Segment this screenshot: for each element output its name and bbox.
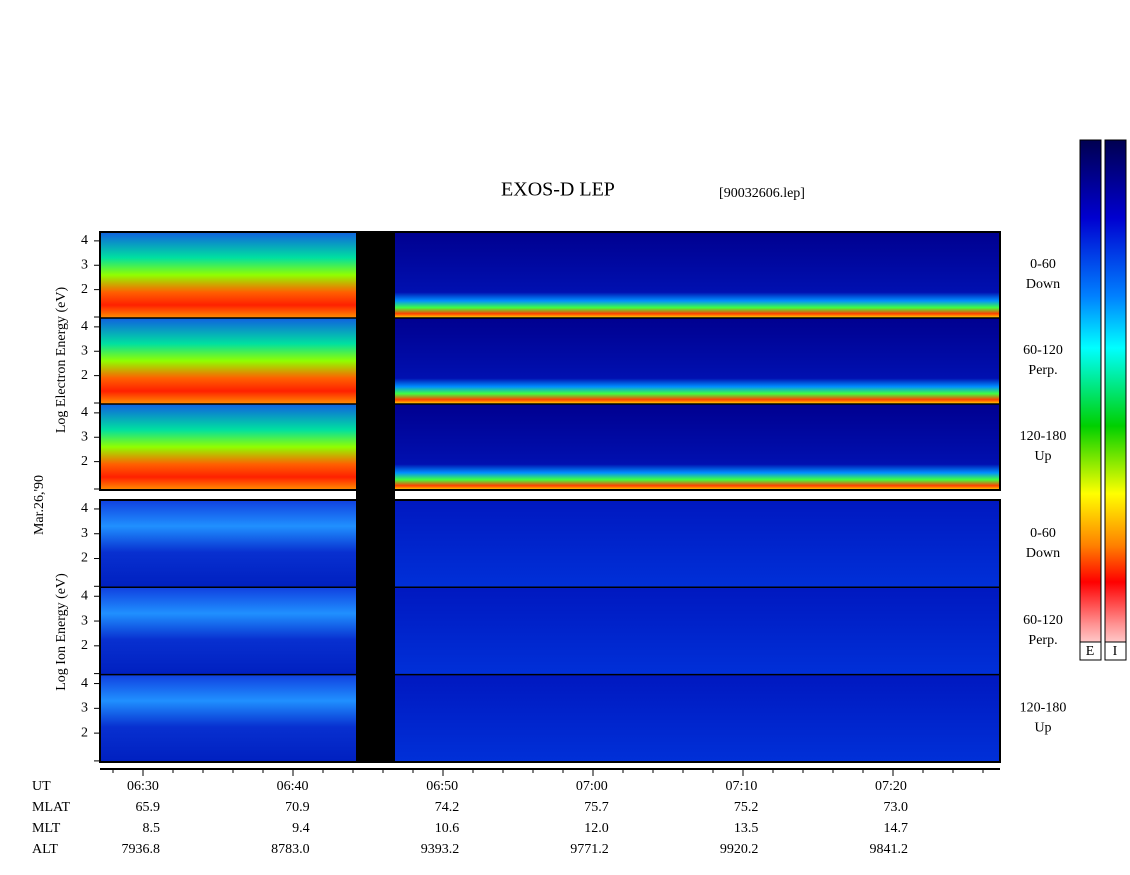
time-label: 06:40	[277, 779, 309, 794]
panel-electron	[395, 318, 1000, 404]
orbit-value: 9771.2	[570, 842, 609, 857]
y-tick-label: 4	[81, 319, 88, 334]
orbit-value: 7936.8	[122, 842, 161, 857]
time-label: 06:30	[127, 779, 159, 794]
time-label: 07:20	[875, 779, 907, 794]
panel-direction: Up	[1034, 720, 1051, 735]
time-label: 07:10	[725, 779, 757, 794]
panel-angle: 0-60	[1030, 526, 1056, 541]
row-name: MLT	[32, 821, 61, 836]
y-tick-label: 2	[81, 725, 88, 740]
title: EXOS-D LEP	[501, 179, 615, 201]
panel-electron	[100, 318, 356, 404]
orbit-value: 75.7	[584, 800, 609, 815]
y-tick-label: 3	[81, 613, 88, 628]
data-gap	[356, 232, 395, 762]
orbit-value: 9.4	[292, 821, 310, 836]
colorbar-label-box	[1079, 641, 1102, 661]
panel-direction: Perp.	[1028, 363, 1057, 378]
row-name: UT	[32, 779, 51, 794]
panel-angle: 0-60	[1030, 257, 1056, 272]
orbit-value: 10.6	[435, 821, 460, 836]
row-name: ALT	[32, 842, 58, 857]
panel-angle: 120-180	[1020, 700, 1067, 715]
y-tick-label: 4	[81, 405, 88, 420]
colorbar-label-box	[1104, 641, 1127, 661]
y-tick-label: 4	[81, 676, 88, 691]
time-label: 07:00	[576, 779, 608, 794]
ion-ylabel: Log Ion Energy (eV)	[54, 573, 69, 691]
panel-electron	[395, 404, 1000, 490]
panel-ion	[395, 674, 1000, 762]
y-tick-label: 2	[81, 454, 88, 469]
panel-direction: Down	[1026, 546, 1060, 561]
colorbar-label: E	[1086, 644, 1095, 659]
y-tick-label: 2	[81, 368, 88, 383]
y-tick-label: 4	[81, 233, 88, 248]
colorbar-label: I	[1113, 644, 1118, 659]
orbit-value: 9841.2	[870, 842, 909, 857]
panel-ion	[100, 500, 356, 588]
y-tick-label: 3	[81, 343, 88, 358]
y-tick-label: 4	[81, 501, 88, 516]
orbit-value: 9920.2	[720, 842, 759, 857]
orbit-value: 12.0	[584, 821, 609, 836]
orbit-value: 75.2	[734, 800, 759, 815]
panel-ion	[395, 500, 1000, 588]
date: Mar.26,'90	[32, 475, 47, 535]
electron-ylabel: Log Electron Energy (eV)	[54, 287, 69, 434]
y-tick-label: 3	[81, 429, 88, 444]
y-tick-label: 4	[81, 588, 88, 603]
orbit-value: 70.9	[285, 800, 310, 815]
y-tick-label: 3	[81, 257, 88, 272]
orbit-value: 65.9	[136, 800, 161, 815]
orbit-value: 8783.0	[271, 842, 310, 857]
row-name: MLAT	[32, 800, 71, 815]
panel-electron	[100, 404, 356, 490]
ion-frame	[99, 499, 1001, 763]
time-label: 06:50	[426, 779, 458, 794]
electron-frame	[99, 231, 1001, 491]
panel-ion	[100, 674, 356, 762]
colorbar-ion	[1104, 139, 1127, 661]
y-tick-label: 2	[81, 551, 88, 566]
y-tick-label: 3	[81, 526, 88, 541]
panel-direction: Perp.	[1028, 633, 1057, 648]
panel-direction: Up	[1034, 449, 1051, 464]
y-tick-label: 3	[81, 701, 88, 716]
panel-angle: 120-180	[1020, 429, 1067, 444]
panel-electron	[100, 232, 356, 318]
orbit-value: 13.5	[734, 821, 759, 836]
panel-angle: 60-120	[1023, 343, 1063, 358]
panel-ion	[395, 587, 1000, 675]
colorbar-electron	[1079, 139, 1102, 661]
orbit-value: 9393.2	[421, 842, 460, 857]
orbit-value: 74.2	[435, 800, 460, 815]
y-tick-label: 2	[81, 282, 88, 297]
orbit-value: 8.5	[143, 821, 161, 836]
panel-ion	[100, 587, 356, 675]
y-tick-label: 2	[81, 638, 88, 653]
panel-angle: 60-120	[1023, 613, 1063, 628]
panel-electron	[395, 232, 1000, 318]
panel-direction: Down	[1026, 277, 1060, 292]
orbit-value: 73.0	[884, 800, 909, 815]
orbit-value: 14.7	[884, 821, 909, 836]
file-name: [90032606.lep]	[719, 186, 805, 201]
